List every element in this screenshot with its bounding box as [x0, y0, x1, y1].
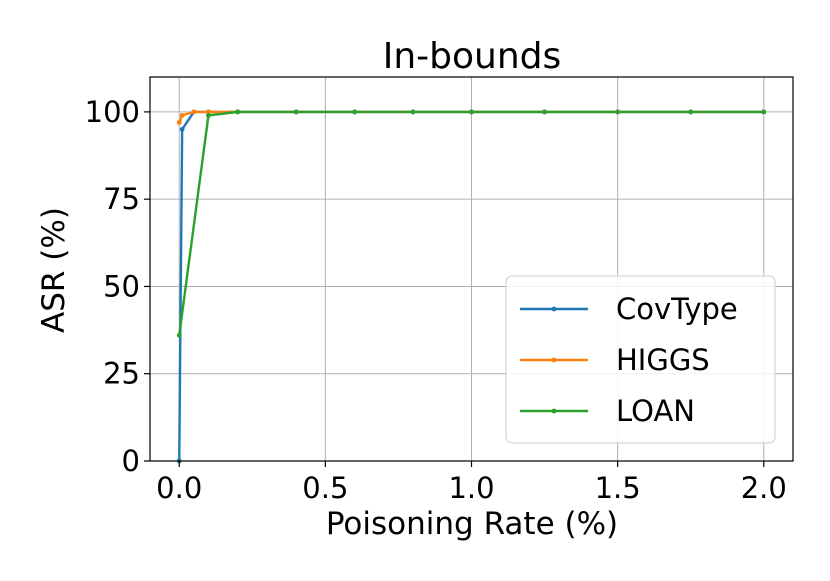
x-axis-label: Poisoning Rate (%)	[326, 506, 618, 542]
data-point-covtype	[179, 126, 185, 132]
data-point-higgs	[176, 119, 182, 125]
data-point-loan	[542, 109, 547, 115]
data-point-loan	[469, 109, 474, 115]
x-axis: 0.0 0.5 1.0 1.5 2.0	[156, 461, 787, 505]
y-tick-label: 75	[103, 182, 140, 216]
data-point-loan	[615, 109, 621, 115]
y-axis-label: ASR (%)	[36, 207, 72, 333]
data-point-loan	[688, 109, 694, 115]
data-point-higgs	[191, 109, 197, 115]
x-tick-label: 1.5	[595, 471, 641, 505]
y-tick-label: 100	[85, 95, 140, 129]
legend-label-covtype: CovType	[616, 292, 738, 326]
legend-label-higgs: HIGGS	[616, 343, 710, 377]
legend-item-loan: LOAN	[520, 394, 695, 428]
data-point-higgs	[179, 113, 185, 118]
legend-marker-loan	[551, 408, 557, 414]
x-tick-label: 0.5	[302, 471, 348, 505]
legend-item-covtype: CovType	[520, 292, 738, 326]
y-tick-label: 0	[122, 444, 140, 478]
data-point-loan	[761, 109, 767, 115]
x-tick-label: 2.0	[741, 471, 787, 505]
y-tick-label: 25	[103, 357, 140, 391]
legend-marker-covtype	[551, 306, 557, 312]
data-point-higgs	[206, 109, 211, 115]
legend-marker-higgs	[551, 357, 557, 363]
legend-item-higgs: HIGGS	[520, 343, 710, 377]
legend-label-loan: LOAN	[616, 394, 695, 428]
data-point-loan	[352, 109, 357, 115]
y-axis: 0 25 50 75 100	[85, 95, 150, 478]
data-point-loan	[410, 109, 416, 115]
series-loan	[176, 109, 767, 338]
legend: CovType HIGGS LOAN	[505, 275, 776, 444]
legend-box	[505, 275, 776, 444]
series-layer	[176, 109, 767, 464]
chart-title: In-bounds	[383, 36, 562, 77]
x-tick-label: 0.0	[156, 471, 202, 505]
y-tick-label: 50	[103, 269, 140, 303]
data-point-loan	[235, 109, 241, 115]
data-point-loan	[176, 332, 182, 338]
data-point-loan	[293, 109, 299, 115]
data-point-loan	[206, 113, 211, 118]
x-tick-label: 1.0	[448, 471, 494, 505]
